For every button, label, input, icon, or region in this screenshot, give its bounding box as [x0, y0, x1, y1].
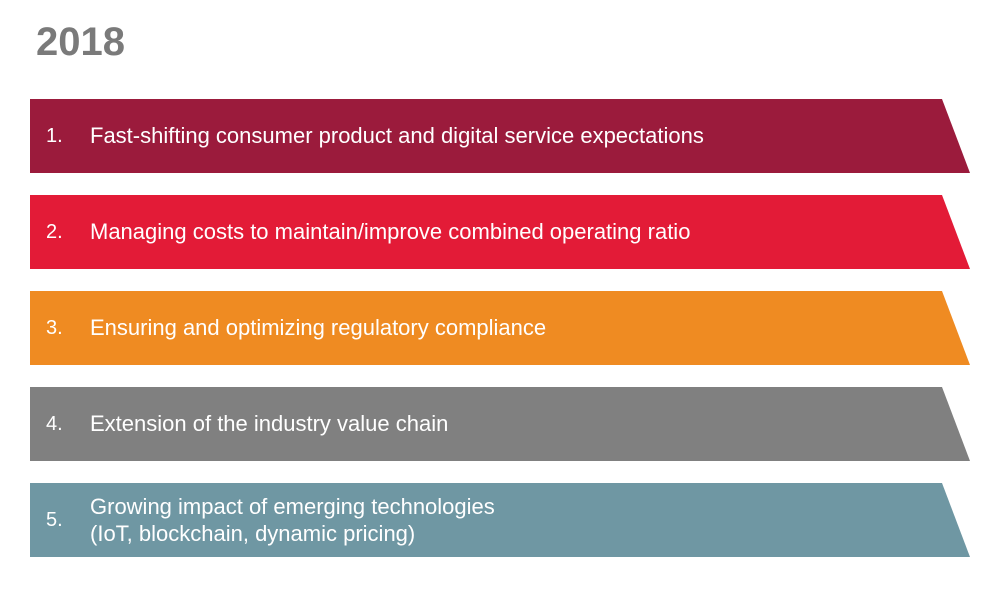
list-item: 4. Extension of the industry value chain — [30, 387, 970, 461]
item-number: 4. — [46, 413, 90, 436]
item-label: Fast-shifting consumer product and digit… — [90, 122, 764, 150]
item-label: Extension of the industry value chain — [90, 410, 508, 438]
bar-list: 1. Fast-shifting consumer product and di… — [30, 99, 970, 557]
item-label: Growing impact of emerging technologies(… — [90, 493, 555, 548]
item-number: 1. — [46, 125, 90, 148]
list-item: 3. Ensuring and optimizing regulatory co… — [30, 291, 970, 365]
item-number: 5. — [46, 509, 90, 532]
page-title: 2018 — [36, 20, 970, 65]
list-item: 5. Growing impact of emerging technologi… — [30, 483, 970, 557]
list-item: 1. Fast-shifting consumer product and di… — [30, 99, 970, 173]
item-number: 2. — [46, 221, 90, 244]
item-number: 3. — [46, 317, 90, 340]
item-label: Ensuring and optimizing regulatory compl… — [90, 314, 606, 342]
list-item: 2. Managing costs to maintain/improve co… — [30, 195, 970, 269]
item-label: Managing costs to maintain/improve combi… — [90, 218, 750, 246]
